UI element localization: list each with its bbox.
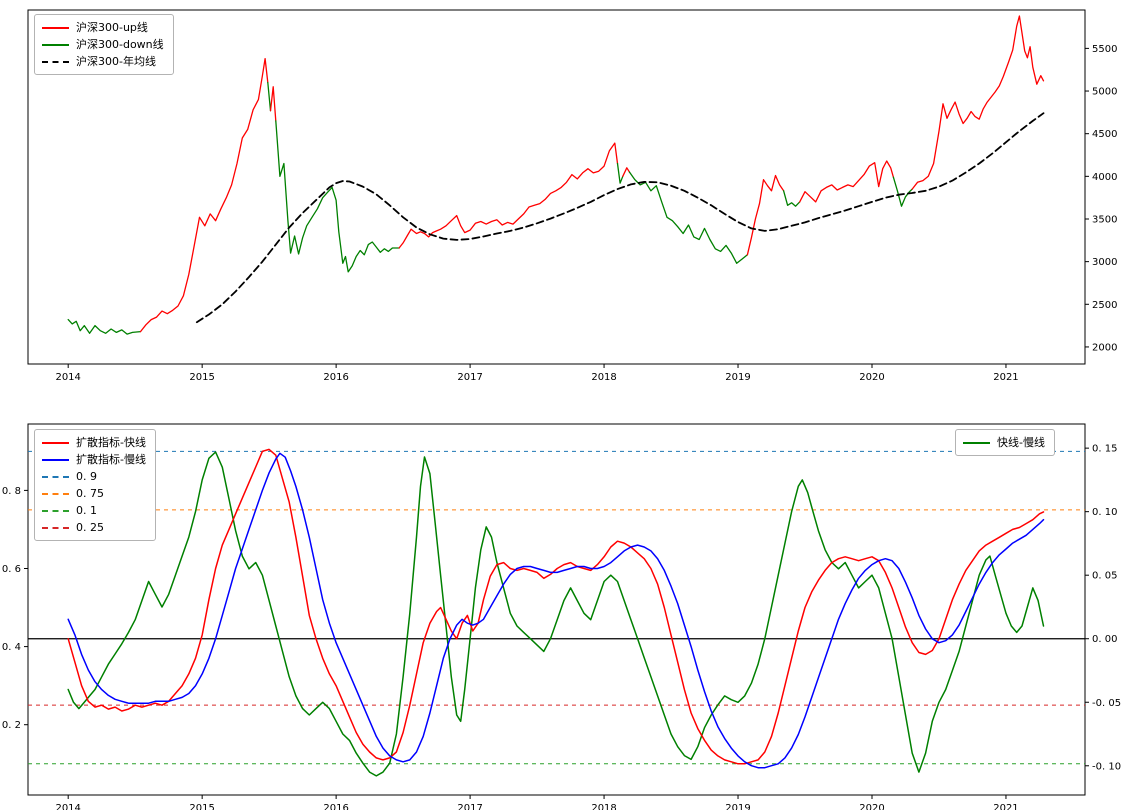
legend-item: 扩散指标-快线	[42, 434, 146, 451]
hs300-price-colored	[799, 160, 895, 203]
legend-item: 0. 9	[42, 468, 146, 485]
hs300-price-colored	[892, 176, 913, 207]
legend-label: 0. 1	[76, 504, 97, 517]
tick-label: 0. 4	[2, 642, 21, 653]
hs300-price-chart-frame	[27, 9, 1086, 365]
legend-label: 沪深300-年均线	[76, 55, 156, 68]
legend-label: 沪深300-up线	[76, 21, 148, 34]
diffusion-indicator-chart-frame	[27, 423, 1086, 796]
tick-label: 2019	[725, 803, 750, 810]
legend-label: 0. 25	[76, 521, 104, 534]
diffusion-fast	[67, 448, 1045, 765]
dashed-line-sample-icon	[42, 492, 69, 495]
hs300-price-colored	[628, 171, 749, 264]
tick-label: 0. 00	[1092, 634, 1117, 645]
tick-label: -0. 05	[1092, 698, 1121, 709]
tick-label: 2014	[55, 803, 80, 810]
tick-label: 2019	[725, 372, 750, 383]
legend-label: 扩散指标-快线	[76, 436, 146, 449]
tick-label: 0. 6	[2, 564, 21, 575]
tick-label: 2015	[189, 372, 214, 383]
indicator-chart-legend: 扩散指标-快线 扩散指标-慢线 0. 9 0. 75 0. 1 0. 25	[34, 429, 156, 541]
tick-label: 2018	[591, 372, 616, 383]
hs300-price-colored	[67, 318, 142, 335]
green-line-sample-icon	[963, 441, 990, 444]
hs300-annual-ma	[195, 112, 1045, 324]
green-line-sample-icon	[42, 43, 69, 46]
tick-label: 3000	[1092, 257, 1117, 268]
hs300-price-colored	[139, 57, 269, 333]
tick-label: 5000	[1092, 87, 1117, 98]
tick-label: 2020	[859, 803, 884, 810]
tick-label: 2016	[323, 803, 348, 810]
tick-label: 0. 15	[1092, 444, 1117, 455]
legend-label: 0. 75	[76, 487, 104, 500]
legend-item: 沪深300-年均线	[42, 53, 164, 70]
legend-label: 快线-慢线	[997, 436, 1045, 449]
tick-label: 0. 05	[1092, 571, 1117, 582]
legend-item: 沪深300-down线	[42, 36, 164, 53]
tick-label: -0. 10	[1092, 761, 1121, 772]
legend-item: 沪深300-up线	[42, 19, 164, 36]
tick-label: 2021	[993, 372, 1018, 383]
tick-label: 2017	[457, 372, 482, 383]
dashed-line-sample-icon	[42, 475, 69, 478]
legend-label: 沪深300-down线	[76, 38, 164, 51]
tick-label: 2020	[859, 372, 884, 383]
legend-item: 扩散指标-慢线	[42, 451, 146, 468]
dashed-line-sample-icon	[42, 509, 69, 512]
tick-label: 4000	[1092, 172, 1117, 183]
legend-label: 0. 9	[76, 470, 97, 483]
diffusion-slow	[67, 452, 1045, 769]
red-line-sample-icon	[42, 26, 69, 29]
hs300-price-colored	[267, 81, 272, 112]
hs300-price-colored	[269, 86, 277, 122]
tick-label: 5500	[1092, 44, 1117, 55]
diff-line-legend: 快线-慢线	[955, 429, 1055, 456]
tick-label: 2015	[189, 803, 214, 810]
legend-item: 0. 1	[42, 502, 146, 519]
tick-label: 0. 8	[2, 486, 21, 497]
hs300-price-colored	[398, 142, 619, 249]
tick-label: 0. 2	[2, 720, 21, 731]
hs300-price-colored	[275, 120, 400, 273]
legend-label: 扩散指标-慢线	[76, 453, 146, 466]
blue-line-sample-icon	[42, 458, 69, 461]
dashed-line-sample-icon	[42, 60, 69, 63]
tick-label: 2014	[55, 372, 80, 383]
tick-label: 2017	[457, 803, 482, 810]
tick-label: 2500	[1092, 300, 1117, 311]
hs300-price-colored	[911, 15, 1045, 190]
hs300-price-colored	[616, 162, 624, 184]
tick-label: 2021	[993, 803, 1018, 810]
tick-label: 3500	[1092, 214, 1117, 225]
legend-item: 0. 75	[42, 485, 146, 502]
hs300-price-colored	[622, 167, 631, 177]
hs300-price-colored	[782, 190, 801, 207]
tick-label: 2018	[591, 803, 616, 810]
red-line-sample-icon	[42, 441, 69, 444]
tick-label: 4500	[1092, 129, 1117, 140]
legend-item: 快线-慢线	[963, 434, 1045, 451]
legend-item: 0. 25	[42, 519, 146, 536]
tick-label: 2000	[1092, 342, 1117, 353]
tick-label: 2016	[323, 372, 348, 383]
tick-label: 0. 10	[1092, 507, 1117, 518]
price-chart-legend: 沪深300-up线 沪深300-down线 沪深300-年均线	[34, 14, 174, 75]
dashed-line-sample-icon	[42, 526, 69, 529]
